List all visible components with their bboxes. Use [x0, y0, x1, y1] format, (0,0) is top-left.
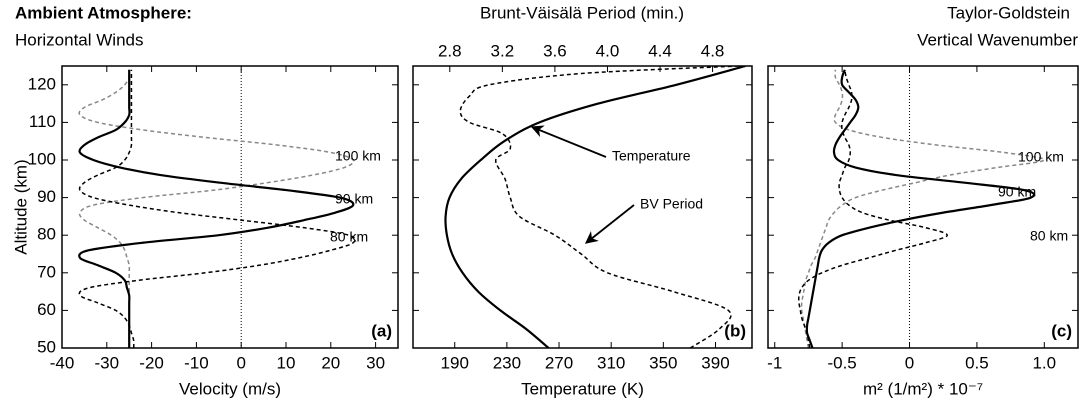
series-label: 80 km — [1030, 228, 1068, 244]
plot-frame — [412, 65, 753, 349]
x-tick-label: 10 — [277, 353, 296, 372]
x-tick-label: 310 — [597, 353, 625, 372]
x-tick-label: -10 — [184, 353, 209, 372]
plot-frame — [767, 65, 1079, 349]
x-axis-label: Velocity (m/s) — [179, 379, 281, 398]
panel-label: (c) — [1051, 321, 1072, 340]
x2-tick-label: 4.8 — [701, 41, 725, 60]
series-line — [797, 69, 949, 348]
series-label: 100 km — [1018, 149, 1064, 165]
series-label: BV Period — [640, 196, 703, 212]
plot-frame — [61, 65, 399, 349]
x-tick-label: 190 — [441, 353, 469, 372]
panel-label: (a) — [371, 321, 392, 340]
y-axis-label: Altitude (km) — [11, 159, 30, 254]
panel-title: Ambient Atmosphere: — [15, 3, 192, 22]
y-tick-label: 120 — [28, 74, 56, 93]
series-label: Temperature — [612, 148, 691, 164]
x2-tick-label: 4.4 — [648, 41, 672, 60]
panel-subtitle: Vertical Wavenumber — [917, 30, 1078, 49]
series-label: 100 km — [335, 148, 381, 164]
annotation-arrow — [585, 204, 635, 244]
panel-label: (b) — [724, 321, 746, 340]
y-tick-label: 90 — [37, 187, 56, 206]
y-tick-label: 60 — [37, 300, 56, 319]
series-line — [459, 66, 739, 348]
y-tick-label: 50 — [37, 337, 56, 356]
annotation-arrow — [530, 125, 607, 158]
panel: Taylor-Goldstein Vertical Wavenumber -1 -0.… — [767, 3, 1079, 398]
series-line — [78, 69, 355, 348]
x-tick-label: 350 — [649, 353, 677, 372]
series-line — [805, 69, 1036, 348]
x2-tick-label: 4.0 — [596, 41, 620, 60]
x-tick-label: 20 — [321, 353, 340, 372]
x-tick-label: -30 — [95, 353, 120, 372]
x-tick-label: 0 — [236, 353, 245, 372]
x-tick-label: 230 — [493, 353, 521, 372]
series-label: 90 km — [998, 184, 1036, 200]
panel-subtitle: Horizontal Winds — [15, 30, 144, 49]
y-tick-label: 110 — [29, 112, 56, 131]
panel: Brunt-Väisälä Period (min.) 190 230 270 310 3… — [412, 3, 753, 398]
x2-tick-label: 2.8 — [438, 41, 462, 60]
x-tick-label: 1.0 — [1032, 353, 1056, 372]
x-tick-label: 270 — [545, 353, 573, 372]
x-tick-label: 390 — [701, 353, 729, 372]
panel-title: Brunt-Väisälä Period (min.) — [480, 3, 684, 22]
panel-title: Taylor-Goldstein — [947, 3, 1070, 22]
series-line — [78, 69, 355, 348]
series-line — [444, 66, 746, 348]
x2-tick-label: 3.2 — [491, 41, 515, 60]
panel: Ambient Atmosphere: Horizontal Winds 50 60 7… — [11, 3, 399, 398]
x-tick-label: -40 — [50, 353, 75, 372]
y-tick-label: 100 — [28, 149, 56, 168]
y-tick-label: 70 — [37, 262, 56, 281]
x2-tick-label: 3.6 — [543, 41, 567, 60]
series-label: 90 km — [335, 191, 373, 207]
x-tick-label: 0.5 — [965, 353, 989, 372]
series-label: 80 km — [330, 229, 368, 245]
x-axis-label: m² (1/m²) * 10⁻⁷ — [863, 379, 983, 398]
series-line — [800, 69, 1046, 348]
series-line — [78, 69, 357, 348]
x-axis-label: Temperature (K) — [521, 379, 644, 398]
y-tick-label: 80 — [37, 225, 56, 244]
x-tick-label: 0 — [905, 353, 914, 372]
x-tick-label: 30 — [366, 353, 385, 372]
x-tick-label: -0.5 — [827, 353, 856, 372]
x-tick-label: -20 — [139, 353, 164, 372]
x-tick-label: -1 — [767, 353, 782, 372]
